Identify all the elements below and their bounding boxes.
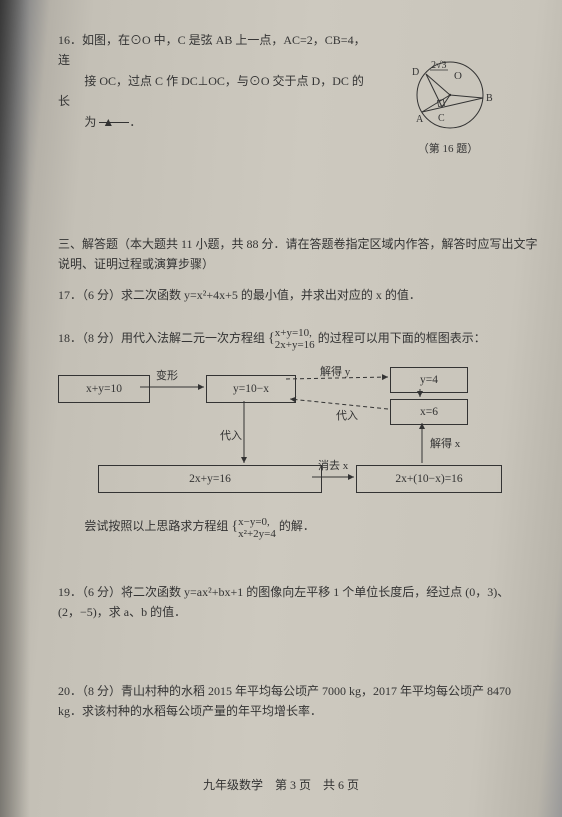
q17-num: 17． [58,288,82,302]
q16-num: 16． [58,33,82,47]
q19-num: 19． [58,585,82,599]
svg-text:2√3: 2√3 [431,60,447,71]
q16-period: ． [129,115,141,129]
svg-text:A: A [416,114,424,125]
q18-sys2-l2: x²+2y=4 [238,528,276,540]
question-17: 17．（6 分）求二次函数 y=x²+4x+5 的最小值，并求出对应的 x 的值… [58,285,538,305]
question-19: 19．（6 分）将二次函数 y=ax²+bx+1 的图像向左平移 1 个单位长度… [58,582,538,623]
q19-text: （6 分）将二次函数 y=ax²+bx+1 的图像向左平移 1 个单位长度后，经… [58,585,509,619]
q18-flowchart: x+y=10 y=10−x y=4 x=6 2x+y=16 2x+(10−x)=… [58,357,498,507]
q16-figure: D O A C B 2√3 （第 16 题） [388,52,508,159]
q18-intro2: 的过程可以用下面的框图表示： [318,331,486,345]
q16-l2: 接 OC，过点 C 作 DC⊥OC，与⊙O 交于点 D，DC 的长 [58,74,364,108]
q18-num: 18． [58,331,82,345]
q16-l3: 为 [84,115,96,129]
section-3-title: 三、解答题（本大题共 11 小题，共 88 分．请在答题卷指定区域内作答，解答时… [58,234,538,275]
question-18: 18．（8 分）用代入法解二元一次方程组 { x+y=10, 2x+y=16 的… [58,327,538,540]
question-20: 20．（8 分）青山村种的水稻 2015 年平均每公顷产 7000 kg，201… [58,681,538,722]
page-footer: 九年级数学 第 3 页 共 6 页 [0,776,562,793]
q20-num: 20． [58,684,82,698]
svg-text:D: D [412,67,419,78]
q18-sys1-l1: x+y=10, [275,327,312,339]
q20-text: （8 分）青山村种的水稻 2015 年平均每公顷产 7000 kg，2017 年… [58,684,511,718]
q18-intro1: （8 分）用代入法解二元一次方程组 [82,331,265,345]
q18-sys1-l2: 2x+y=16 [275,339,315,351]
q16-l1: 如图，在⊙O 中，C 是弦 AB 上一点，AC=2，CB=4，连 [58,33,366,67]
question-16: 16．如图，在⊙O 中，C 是弦 AB 上一点，AC=2，CB=4，连 接 OC… [58,30,538,132]
q17-text: （6 分）求二次函数 y=x²+4x+5 的最小值，并求出对应的 x 的值． [82,288,421,302]
svg-text:O: O [454,70,462,82]
q16-blank: ▲ [99,112,129,124]
q16-caption: （第 16 题） [388,140,508,159]
q18-sys2-l1: x−y=0, [238,516,270,528]
q18-tail2: 的解． [279,519,315,533]
q18-tail1: 尝试按照以上思路求方程组 [84,519,228,533]
svg-text:B: B [486,93,493,104]
svg-text:C: C [438,113,445,124]
